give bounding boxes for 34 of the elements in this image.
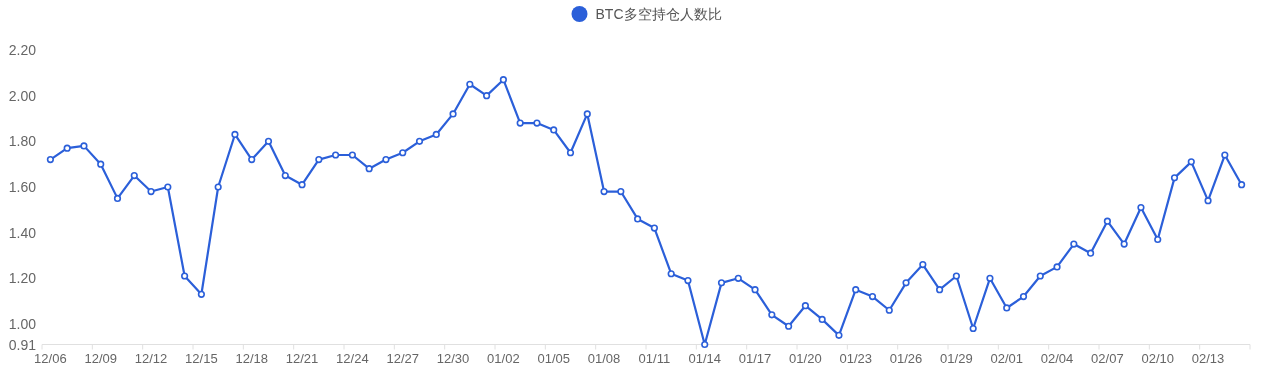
x-tick-label: 01/14 bbox=[688, 350, 721, 366]
x-tick-label: 12/15 bbox=[185, 350, 218, 366]
x-tick-label: 01/05 bbox=[537, 350, 570, 366]
x-tick-label: 01/26 bbox=[889, 350, 923, 366]
x-tick-label: 01/23 bbox=[839, 350, 872, 366]
x-tick-label: 01/17 bbox=[738, 350, 772, 366]
legend-label: BTC多空持仓人数比 bbox=[595, 6, 722, 22]
x-tick-label: 12/06 bbox=[34, 350, 67, 366]
y-tick-label: 2.20 bbox=[8, 42, 37, 58]
x-tick-label: 02/10 bbox=[1141, 350, 1174, 366]
x-tick-label: 02/13 bbox=[1191, 350, 1225, 366]
y-tick-label: 0.91 bbox=[8, 336, 37, 353]
y-tick-label: 1.60 bbox=[8, 178, 37, 195]
x-tick-label: 12/09 bbox=[84, 350, 117, 366]
y-tick-label: 1.40 bbox=[8, 224, 37, 241]
x-tick-label: 01/11 bbox=[638, 350, 671, 366]
y-tick-label: 1.20 bbox=[8, 270, 37, 287]
x-tick-label: 12/27 bbox=[386, 350, 419, 366]
y-tick-label: 1.00 bbox=[8, 315, 37, 332]
x-tick-label: 12/18 bbox=[235, 350, 268, 366]
x-tick-label: 02/04 bbox=[1040, 350, 1074, 366]
x-tick-label: 02/01 bbox=[990, 350, 1023, 366]
x-tick-label: 12/30 bbox=[436, 350, 470, 366]
x-tick-label: 01/02 bbox=[487, 350, 520, 366]
legend: BTC多空持仓人数比 bbox=[571, 6, 722, 22]
x-tick-label: 02/07 bbox=[1091, 350, 1124, 366]
x-tick-label: 12/12 bbox=[134, 350, 168, 366]
x-tick-label: 01/20 bbox=[789, 350, 822, 366]
x-tick-label: 12/24 bbox=[336, 350, 369, 366]
y-tick-label: 2.00 bbox=[8, 87, 37, 104]
x-tick-label: 01/29 bbox=[940, 350, 973, 366]
x-tick-label: 01/08 bbox=[587, 350, 621, 366]
x-tick-label: 12/21 bbox=[285, 350, 319, 366]
y-tick-label: 1.80 bbox=[8, 133, 37, 150]
